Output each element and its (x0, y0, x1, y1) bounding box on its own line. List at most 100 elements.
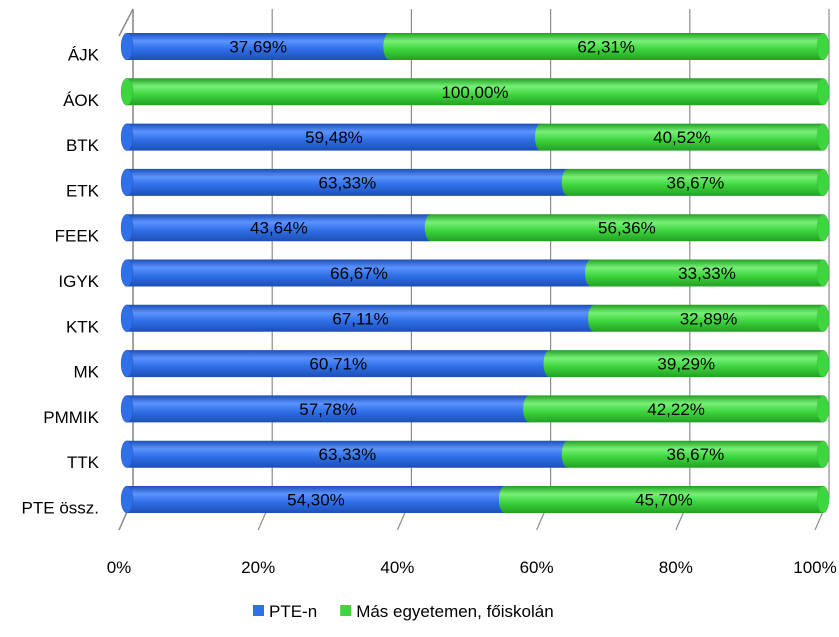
bar-right-cap (816, 213, 830, 242)
data-label: 33,33% (678, 264, 736, 283)
bar-segment-body (561, 168, 829, 196)
bar-segment-body (121, 350, 556, 378)
bar-right-cap (816, 440, 830, 469)
bar-left-cap (120, 168, 134, 197)
bar-segment-pte-n (120, 168, 574, 197)
bar-left-cap (120, 304, 134, 333)
bar-segment-pte-n (120, 123, 547, 152)
legend-swatch (253, 605, 264, 616)
category-label: IGYK (58, 272, 99, 291)
data-label: 36,67% (667, 445, 725, 464)
legend-label: PTE-n (269, 602, 317, 621)
category-label: PTE össz. (22, 499, 99, 518)
bar-segment-body (121, 78, 830, 106)
data-label: 62,31% (577, 38, 635, 57)
bar-right-cap (816, 78, 830, 106)
bar-segment-body (498, 486, 829, 513)
bar-segment-body (534, 123, 830, 151)
category-label: MK (74, 363, 100, 382)
bar-left-cap (120, 440, 134, 469)
legend-swatch (340, 605, 352, 616)
bar-segment-body (121, 214, 437, 242)
bar-segment-m-s-egyetemen-f-iskol-n (561, 168, 830, 197)
category-label: ÁJK (68, 46, 100, 65)
bar-segment-m-s-egyetemen-f-iskol-n (498, 485, 830, 514)
bar-segment-m-s-egyetemen-f-iskol-n (561, 440, 830, 469)
category-axis: ÁJK ÁOK BTK ETK FEEK IGYK KTK MK PMMIK TTK PTE öss… (22, 46, 100, 518)
bar-left-cap (120, 32, 134, 61)
data-labels: 37,69% 62,31% 100,00% 59,48% 40,52% 63,33% 36,… (229, 38, 737, 510)
tick-label: 80% (659, 558, 693, 577)
bar-segment-body (121, 33, 396, 60)
bar-segment-pte-n (120, 213, 437, 242)
data-label: 37,69% (229, 38, 287, 57)
legend-item: PTE-n (253, 602, 317, 621)
data-label: 63,33% (319, 445, 377, 464)
data-label: 32,89% (680, 309, 738, 328)
bar-segment-body (121, 304, 601, 332)
bar-segment-m-s-egyetemen-f-iskol-n (383, 32, 830, 61)
bar-right-cap (816, 304, 830, 333)
bar-segment-pte-n (120, 485, 511, 514)
tick-label: 20% (241, 558, 275, 577)
bar-segment-pte-n (120, 440, 574, 469)
bar-segment-body (121, 123, 547, 151)
bar-right-cap (816, 349, 830, 378)
data-label: 66,67% (330, 264, 388, 283)
bar-left-cap (120, 77, 134, 106)
bar-segment-m-s-egyetemen-f-iskol-n (523, 395, 830, 423)
bar-segment-body (121, 440, 574, 468)
bar-segment-body (523, 395, 829, 423)
tick-label: 100% (793, 558, 836, 577)
bar-segment-m-s-egyetemen-f-iskol-n (585, 259, 830, 287)
bar-right-cap (816, 168, 830, 197)
bar-segment-pte-n (120, 304, 601, 333)
category-label: BTK (66, 136, 100, 155)
bar-left-cap (120, 123, 134, 152)
bar-segment-body (585, 259, 829, 287)
bar-left-cap (120, 213, 134, 242)
tick-label: 40% (380, 558, 414, 577)
bar-segment-m-s-egyetemen-f-iskol-n (120, 77, 830, 106)
legend-label: Más egyetemen, főiskolán (356, 602, 554, 621)
data-label: 43,64% (250, 219, 308, 238)
bar-segment-pte-n (120, 349, 556, 378)
category-label: ÁOK (63, 91, 100, 110)
tick-label: 0% (107, 558, 132, 577)
bar-segment-body (543, 350, 829, 378)
data-label: 40,52% (653, 128, 711, 147)
data-label: 57,78% (299, 400, 357, 419)
bar-right-cap (816, 123, 830, 151)
bar-segment-body (383, 33, 829, 60)
data-label: 45,70% (635, 491, 693, 510)
data-label: 59,48% (305, 128, 363, 147)
bar-segment-body (121, 259, 598, 287)
data-label: 63,33% (319, 173, 377, 192)
legend: PTE-n Más egyetemen, főiskolán (253, 602, 554, 621)
data-label: 100,00% (441, 83, 508, 102)
bar-segment-body (121, 395, 536, 423)
category-label: FEEK (55, 227, 100, 246)
data-label: 56,36% (598, 219, 656, 238)
bar-segment-m-s-egyetemen-f-iskol-n (543, 349, 830, 378)
bar-segment-body (588, 304, 829, 332)
bar-left-cap (120, 394, 134, 423)
bars (120, 32, 830, 514)
tick-label: 60% (520, 558, 554, 577)
bar-right-cap (816, 259, 830, 287)
bar-segment-body (424, 214, 829, 242)
value-axis: 0% 20% 40% 60% 80% 100% (107, 558, 837, 577)
category-label: PMMIK (43, 408, 99, 427)
bar-left-cap (120, 485, 134, 514)
bar-segment-m-s-egyetemen-f-iskol-n (588, 304, 830, 333)
category-label: KTK (66, 317, 100, 336)
bar-segment-m-s-egyetemen-f-iskol-n (534, 123, 830, 151)
category-label: TTK (67, 453, 100, 472)
bar-segment-body (121, 486, 511, 513)
bar-segment-pte-n (120, 259, 598, 287)
data-label: 60,71% (309, 355, 367, 374)
bar-right-cap (816, 395, 830, 423)
category-label: ETK (66, 181, 100, 200)
